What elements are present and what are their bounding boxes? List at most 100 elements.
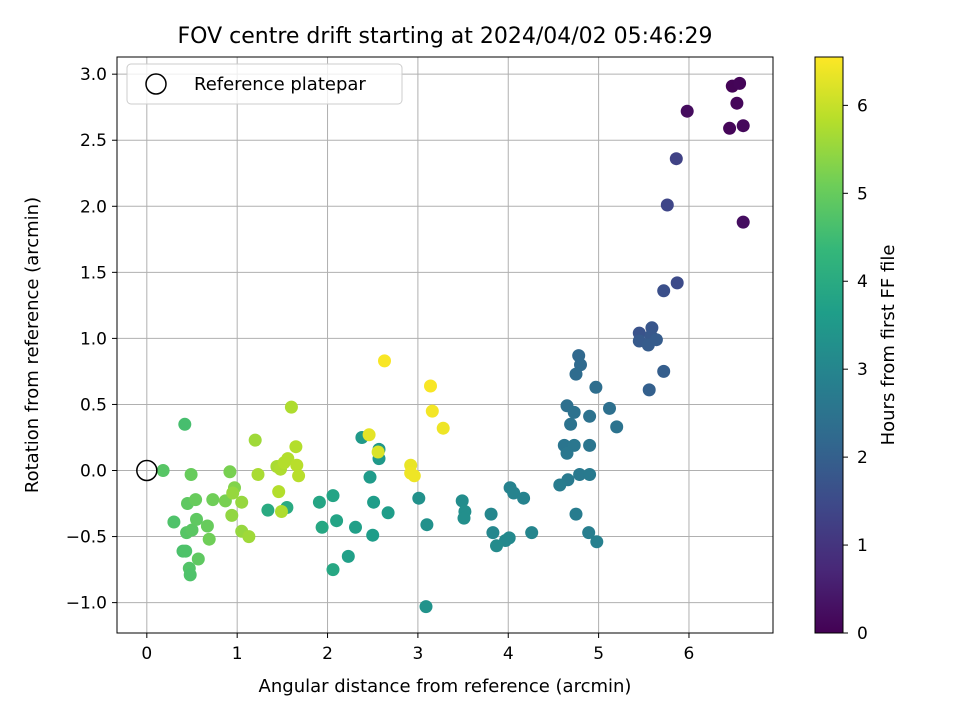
colorbar-gradient xyxy=(814,56,844,634)
data-point xyxy=(330,514,344,528)
data-point xyxy=(235,495,249,509)
data-point xyxy=(248,433,262,447)
data-point xyxy=(567,405,581,419)
colorbar-tick-label: 4 xyxy=(857,272,868,292)
data-point xyxy=(225,508,239,522)
data-point xyxy=(378,354,391,368)
data-point xyxy=(362,428,376,442)
data-point xyxy=(242,530,256,544)
colorbar-tick-label: 3 xyxy=(857,360,868,380)
legend-marker-icon xyxy=(145,73,167,95)
y-tick-label: 3.0 xyxy=(80,65,107,85)
data-point xyxy=(424,379,437,393)
data-point xyxy=(223,465,237,479)
plot-frame xyxy=(116,56,774,634)
data-point xyxy=(275,505,288,518)
x-axis-label: Angular distance from reference (arcmin) xyxy=(259,676,632,697)
x-tick-label: 5 xyxy=(593,644,604,664)
data-point xyxy=(610,420,624,434)
data-point xyxy=(284,400,298,414)
data-point xyxy=(189,493,203,507)
data-point xyxy=(525,526,539,540)
data-point xyxy=(202,532,216,546)
data-point xyxy=(167,515,181,529)
data-point xyxy=(367,495,381,509)
data-point xyxy=(290,458,304,472)
data-point xyxy=(583,468,597,481)
data-point xyxy=(261,503,275,517)
data-point xyxy=(642,383,656,397)
data-point xyxy=(184,468,198,481)
data-point xyxy=(657,364,671,378)
colorbar-tick-label: 0 xyxy=(857,624,868,644)
data-point xyxy=(569,367,583,381)
data-point xyxy=(582,526,596,540)
data-point xyxy=(178,417,192,431)
data-point xyxy=(573,468,587,481)
data-point xyxy=(457,511,471,525)
data-point xyxy=(660,198,674,212)
y-tick-label: 2.0 xyxy=(80,197,107,217)
data-point xyxy=(669,152,683,166)
data-point xyxy=(341,549,355,563)
y-tick-label: −0.5 xyxy=(66,528,107,548)
data-point xyxy=(670,276,684,290)
x-tick-label: 6 xyxy=(684,644,695,664)
colorbar-ticks: 0 1 2 3 4 5 6 xyxy=(843,96,868,644)
data-point xyxy=(366,528,380,542)
data-point xyxy=(190,512,203,526)
x-tick-label: 1 xyxy=(232,644,243,664)
data-point xyxy=(381,506,395,520)
data-point xyxy=(326,489,340,503)
data-point xyxy=(179,544,193,558)
data-point xyxy=(363,470,377,484)
data-point xyxy=(486,526,500,540)
reference-platepar-marker xyxy=(136,459,158,482)
data-point xyxy=(272,485,286,499)
legend: Reference platepar xyxy=(126,63,403,105)
data-point xyxy=(292,469,306,483)
data-point xyxy=(723,121,737,135)
data-point xyxy=(407,469,421,483)
y-tick-label: −1.0 xyxy=(66,594,107,614)
legend-box xyxy=(126,63,403,105)
y-tick-label: 2.5 xyxy=(80,131,107,151)
data-point xyxy=(200,519,214,533)
colorbar: 0 1 2 3 4 5 6 Hours from first FF file xyxy=(814,56,899,644)
data-point xyxy=(312,495,326,509)
data-point xyxy=(289,440,303,454)
data-point xyxy=(251,468,265,481)
y-tick-label: 1.0 xyxy=(80,329,107,349)
data-point xyxy=(564,417,578,431)
colorbar-tick-label: 6 xyxy=(857,96,868,116)
data-point xyxy=(455,494,469,508)
data-point xyxy=(185,523,199,537)
x-tick-label: 2 xyxy=(322,644,333,664)
data-point xyxy=(371,445,385,459)
colorbar-tick-label: 5 xyxy=(857,184,868,204)
axis-ticks: 0 1 2 3 4 5 6 −1.0 −0.5 0.0 0.5 1.0 1.5 2.0 2.5 3.0 xyxy=(66,65,695,664)
data-point xyxy=(736,119,750,133)
data-point xyxy=(226,486,240,500)
data-point xyxy=(649,333,663,347)
data-point xyxy=(590,535,604,549)
data-point xyxy=(583,409,597,423)
data-point xyxy=(517,491,531,505)
x-tick-label: 0 xyxy=(141,644,152,664)
data-point xyxy=(507,486,521,500)
data-point xyxy=(484,507,498,521)
legend-entry-label: Reference platepar xyxy=(194,74,366,95)
colorbar-tick-label: 2 xyxy=(857,448,868,468)
data-points xyxy=(136,76,750,614)
data-point xyxy=(603,401,616,415)
y-tick-label: 0.0 xyxy=(80,462,107,482)
data-point xyxy=(733,76,747,90)
data-point xyxy=(420,518,434,532)
data-point xyxy=(156,464,170,477)
colorbar-label: Hours from first FF file xyxy=(878,245,899,446)
data-point xyxy=(560,446,574,460)
data-point xyxy=(583,438,597,452)
y-tick-label: 0.5 xyxy=(80,395,107,415)
data-point xyxy=(425,404,439,418)
data-point xyxy=(589,380,603,394)
